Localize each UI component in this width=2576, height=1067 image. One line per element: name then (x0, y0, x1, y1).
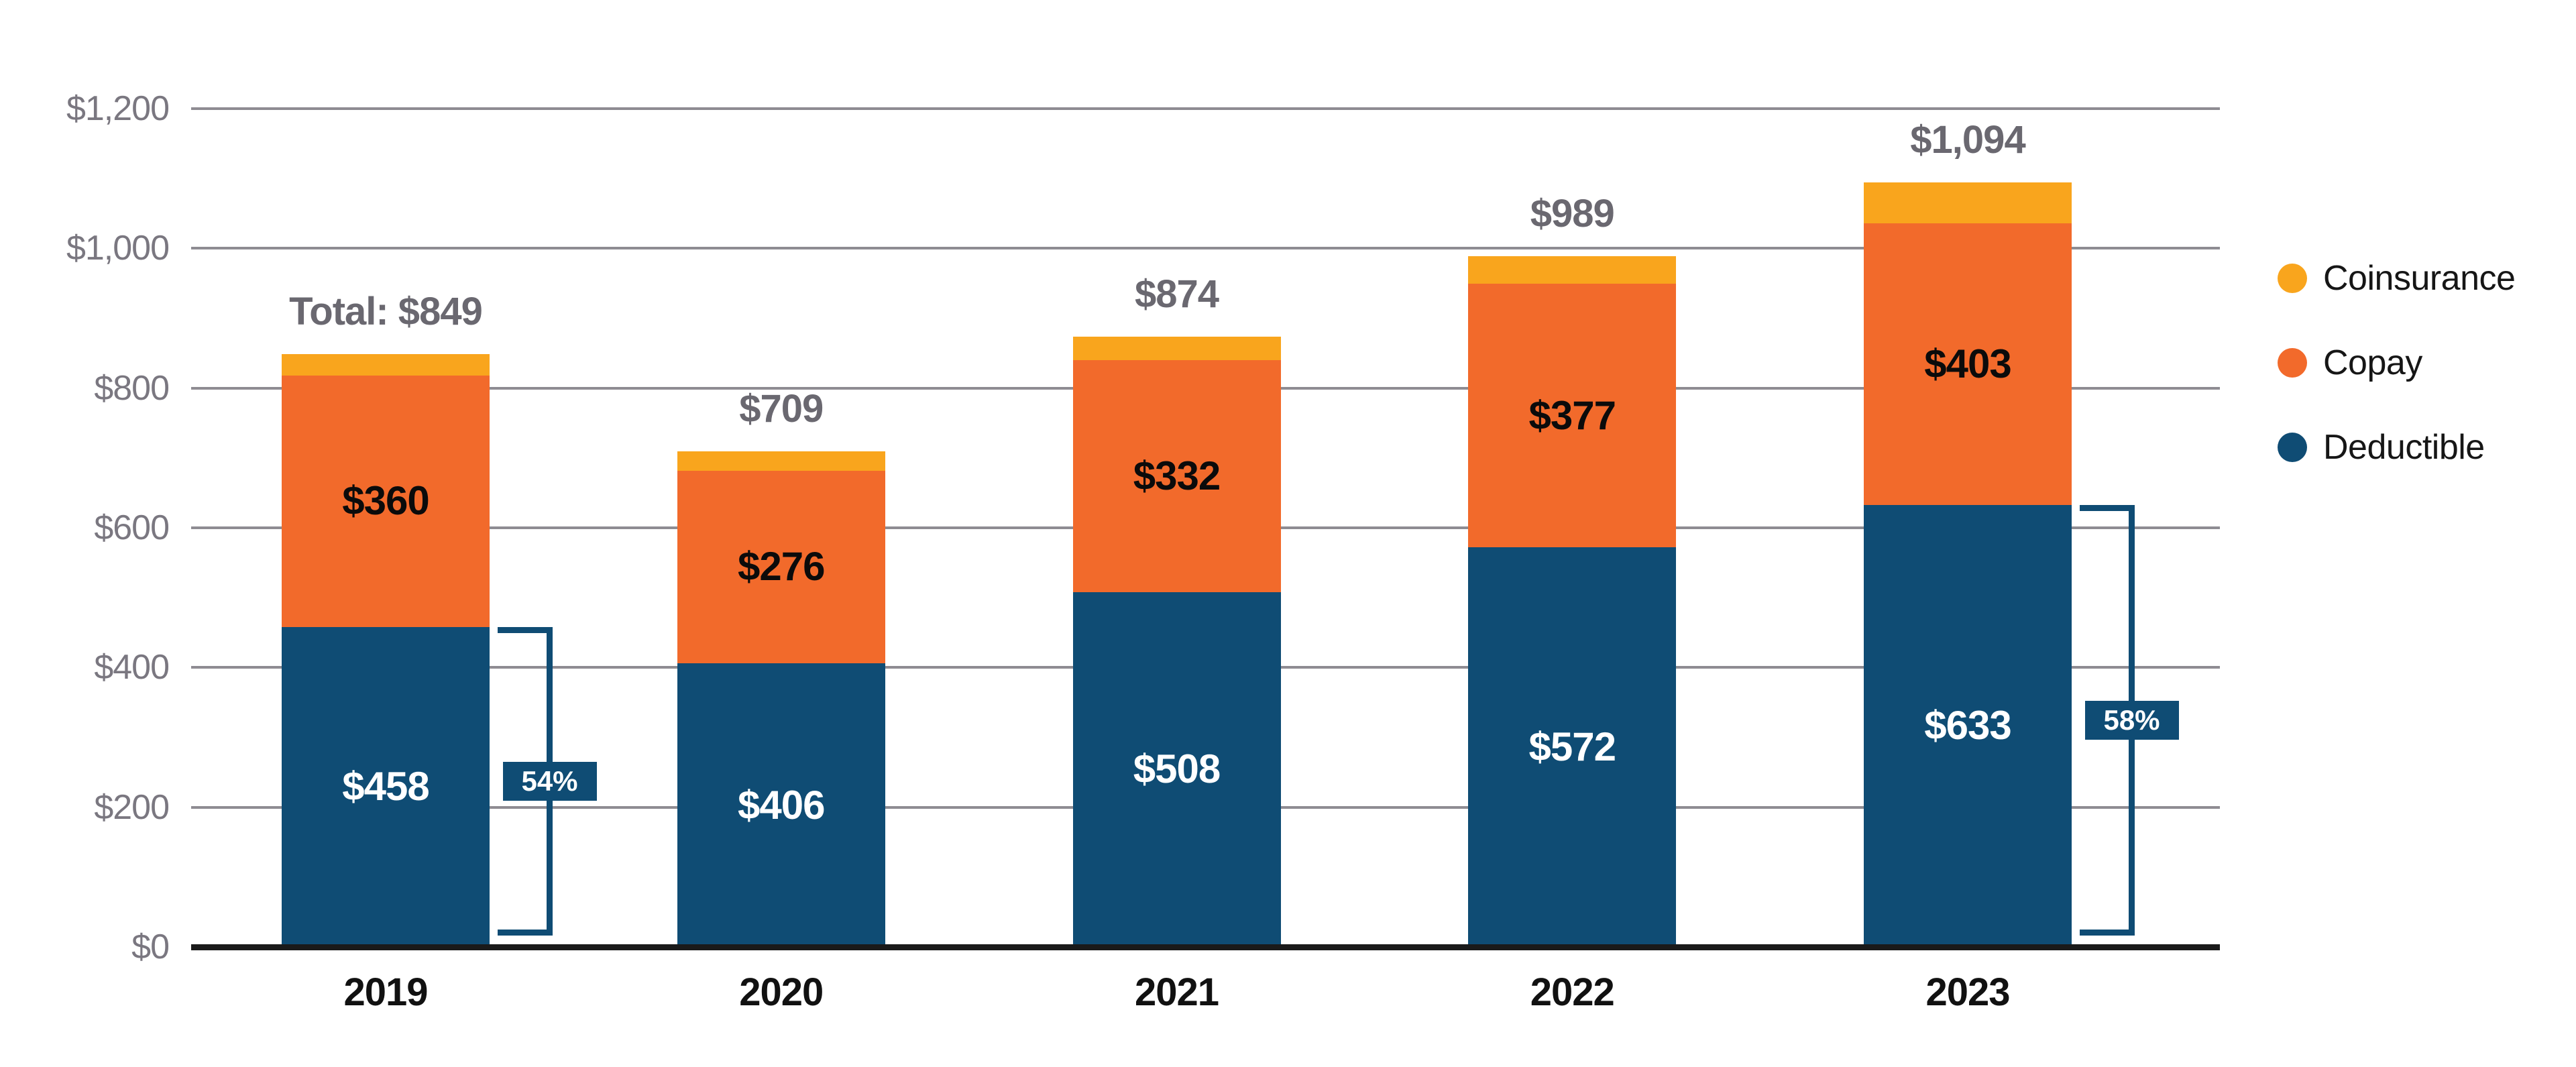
gridline (191, 107, 2220, 110)
total-label: $1,094 (1910, 118, 2025, 162)
y-tick-label: $200 (94, 787, 170, 827)
bar-segment-label: $406 (738, 782, 825, 828)
deductible-swatch-icon (2278, 433, 2307, 462)
bar-segment-coinsurance (282, 353, 490, 376)
x-tick-label: 2020 (739, 970, 824, 1014)
bar-segment-deductible (1864, 504, 2072, 947)
total-label: $709 (739, 387, 824, 431)
coinsurance-swatch-icon (2278, 264, 2307, 293)
legend-label-copay: Copay (2323, 343, 2422, 382)
x-tick-label: 2023 (1925, 970, 2010, 1014)
bracket-bottom-tick (2080, 930, 2135, 936)
legend-label-coinsurance: Coinsurance (2323, 259, 2516, 298)
bar-segment-copay (1468, 284, 1677, 548)
bar-segment-label: $572 (1528, 724, 1616, 770)
bar-segment-copay (282, 375, 490, 627)
bar-segment-coinsurance (1468, 256, 1677, 284)
bracket-label: 54% (502, 761, 597, 801)
bar-segment-label: $508 (1133, 746, 1221, 792)
legend-item-copay: Copay (2278, 345, 2515, 380)
bar-segment-label: $276 (738, 544, 825, 589)
bar-segment-label: $332 (1133, 453, 1221, 498)
bar-segment-deductible (282, 626, 490, 947)
y-tick-label: $800 (94, 368, 170, 408)
legend: Coinsurance Copay Deductible (2278, 259, 2516, 514)
y-tick-label: $400 (94, 648, 170, 687)
y-tick-label: $1,200 (66, 89, 170, 128)
bracket-label: 58% (2084, 700, 2179, 740)
copay-swatch-icon (2278, 348, 2307, 378)
legend-label-deductible: Deductible (2323, 428, 2485, 467)
bar-segment-copay (677, 470, 885, 664)
bar-segment-copay (1864, 223, 2072, 505)
bar-segment-deductible (1072, 592, 1281, 947)
bar-segment-label: $360 (342, 478, 429, 524)
bar-segment-label: $377 (1528, 392, 1616, 438)
bracket-top-tick (2080, 504, 2135, 511)
bar-segment-label: $403 (1924, 341, 2011, 386)
x-axis-line (191, 944, 2220, 950)
total-label: $874 (1134, 272, 1219, 316)
gridline (191, 247, 2220, 250)
legend-item-coinsurance: Coinsurance (2278, 259, 2516, 298)
bracket-top-tick (498, 626, 553, 633)
bracket-bottom-tick (498, 930, 553, 936)
y-tick-label: $0 (131, 928, 170, 966)
bar-segment-coinsurance (677, 451, 885, 471)
bar-segment-coinsurance (1072, 336, 1281, 360)
bar-segment-deductible (1468, 547, 1677, 947)
total-label: $989 (1530, 191, 1615, 235)
bar-segment-coinsurance (1864, 182, 2072, 223)
y-tick-label: $600 (94, 508, 170, 547)
y-tick-label: $1,000 (66, 229, 170, 268)
bar-segment-deductible (677, 663, 885, 947)
x-tick-label: 2022 (1530, 970, 1615, 1014)
legend-item-deductible: Deductible (2278, 430, 2515, 465)
bar-segment-label: $458 (342, 764, 429, 809)
x-tick-label: 2021 (1134, 970, 1219, 1014)
total-label: Total: $849 (289, 289, 483, 333)
bar-segment-label: $633 (1924, 703, 2011, 748)
x-tick-label: 2019 (343, 970, 428, 1014)
bar-segment-copay (1072, 360, 1281, 592)
